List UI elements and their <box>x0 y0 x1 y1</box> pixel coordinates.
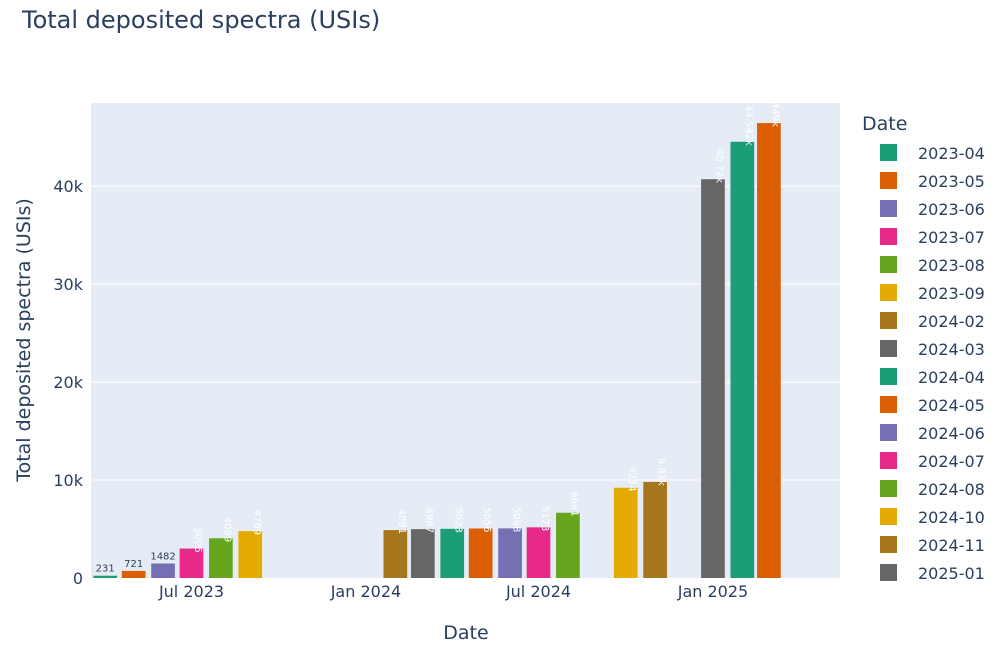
bar-label: 721 <box>124 559 143 570</box>
legend-swatch <box>880 480 897 497</box>
chart-title: Total deposited spectra (USIs) <box>21 6 380 34</box>
legend-label: 2024-06 <box>918 424 985 443</box>
legend-label: 2024-07 <box>918 452 985 471</box>
legend-swatch <box>880 284 897 301</box>
bar-2024-02 <box>383 530 408 578</box>
legend-swatch <box>880 256 897 273</box>
legend-swatch <box>880 144 897 161</box>
y-tick-label: 0 <box>73 569 83 588</box>
legend-label: 2024-04 <box>918 368 985 387</box>
legend-label: 2023-06 <box>918 200 985 219</box>
y-tick-label: 20k <box>53 373 83 392</box>
legend-swatch <box>880 368 897 385</box>
bar-label: 46.449k <box>769 86 780 127</box>
bar-2024-05 <box>468 528 493 578</box>
x-axis-ticks: Jul 2023 Jan 2024 Jul 2024 Jan 2025 <box>158 582 748 601</box>
y-axis-title: Total deposited spectra (USIs) <box>13 198 35 483</box>
bar-2024-07 <box>526 527 551 578</box>
legend-swatch <box>880 424 897 441</box>
bar-label: 4059 <box>221 517 232 542</box>
bar-2023-04 <box>93 575 118 578</box>
y-axis-ticks: 0 10k 20k 30k 40k <box>53 177 83 588</box>
legend-label: 2023-08 <box>918 256 985 275</box>
legend-label: 2024-08 <box>918 480 985 499</box>
legend-label: 2024-03 <box>918 340 985 359</box>
y-tick-label: 10k <box>53 471 83 490</box>
bar-2025-02 <box>730 141 755 578</box>
bar-2025-01 <box>701 179 725 579</box>
plot-area <box>91 103 840 578</box>
legend-label: 2024-10 <box>918 508 985 527</box>
legend-swatch <box>880 312 897 329</box>
x-axis-title: Date <box>443 622 488 644</box>
bar-2023-05 <box>121 570 146 578</box>
legend-swatch <box>880 228 897 245</box>
legend-swatch <box>880 340 897 357</box>
bar-label: 40.72k <box>713 149 724 184</box>
y-tick-label: 30k <box>53 275 83 294</box>
legend-label: 2024-05 <box>918 396 985 415</box>
legend-swatch <box>880 396 897 413</box>
legend-title: Date <box>862 113 907 135</box>
legend-label: 2023-04 <box>918 144 985 163</box>
legend-label: 2023-07 <box>918 228 985 247</box>
bar-2024-03 <box>410 529 435 578</box>
bar-label: 4891 <box>396 509 407 534</box>
bar-2024-06 <box>498 528 522 578</box>
legend-swatch <box>880 452 897 469</box>
bar-2023-09 <box>238 531 263 578</box>
bar-label: 5068 <box>511 507 522 532</box>
x-tick-label: Jul 2024 <box>505 582 571 601</box>
legend: Date 2023-04 2023-05 2023-06 2023-07 2023-08… <box>862 113 985 583</box>
bar-2025-03 <box>757 123 781 579</box>
bar-label: 231 <box>96 564 115 575</box>
x-tick-label: Jan 2024 <box>330 582 401 601</box>
bar-label: 5056 <box>481 507 492 532</box>
bar-2023-07 <box>179 548 204 578</box>
bar-label: 6661 <box>568 491 579 516</box>
legend-swatch <box>880 508 897 525</box>
x-tick-label: Jul 2023 <box>158 582 224 601</box>
bar-label: 4789 <box>251 510 262 535</box>
legend-label: 2023-05 <box>918 172 985 191</box>
bar-2024-08 <box>556 512 580 578</box>
bar-label: 9214 <box>626 466 637 491</box>
legend-label: 2023-09 <box>918 284 985 303</box>
legend-swatch <box>880 200 897 217</box>
bar-2024-10 <box>613 487 638 578</box>
x-tick-label: Jan 2025 <box>677 582 748 601</box>
bar-2024-11 <box>643 481 667 578</box>
bar-2023-08 <box>209 538 233 578</box>
legend-swatch <box>880 564 897 581</box>
bars: 231 721 1482 3006 4059 4789 4891 4987 5023 5056 50… <box>93 86 781 579</box>
bar-label: 1482 <box>150 551 175 562</box>
legend-label: 2025-01 <box>918 564 985 583</box>
bar-label: 44.542k <box>743 105 754 146</box>
bar-label: 3006 <box>192 527 203 552</box>
y-tick-label: 40k <box>53 177 83 196</box>
bar-label: 5173 <box>539 506 550 531</box>
legend-items: 2023-04 2023-05 2023-06 2023-07 2023-08 2023-… <box>880 144 985 583</box>
bar-label: 5023 <box>453 507 464 532</box>
bar-label: 4987 <box>423 508 434 533</box>
bar-label: 9.81k <box>656 458 667 486</box>
legend-label: 2024-02 <box>918 312 985 331</box>
legend-swatch <box>880 536 897 553</box>
legend-label: 2024-11 <box>918 536 985 555</box>
bar-2023-06 <box>151 563 175 578</box>
legend-swatch <box>880 172 897 189</box>
bar-2024-04 <box>440 528 465 578</box>
